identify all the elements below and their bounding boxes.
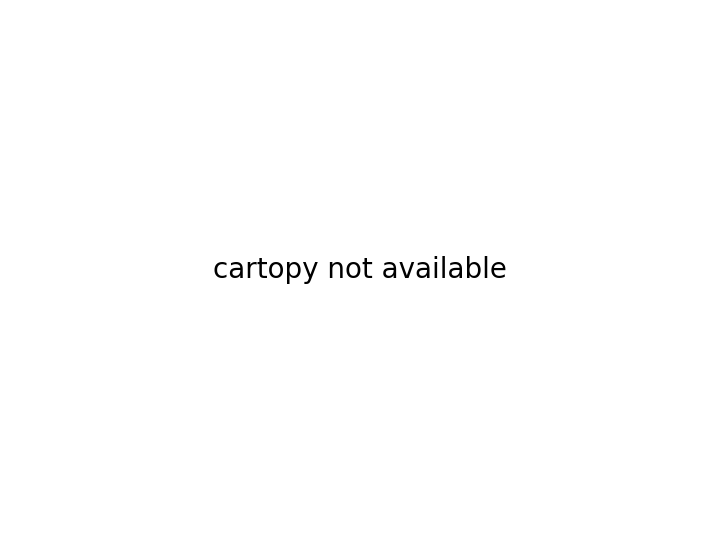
Text: cartopy not available: cartopy not available [213, 256, 507, 284]
